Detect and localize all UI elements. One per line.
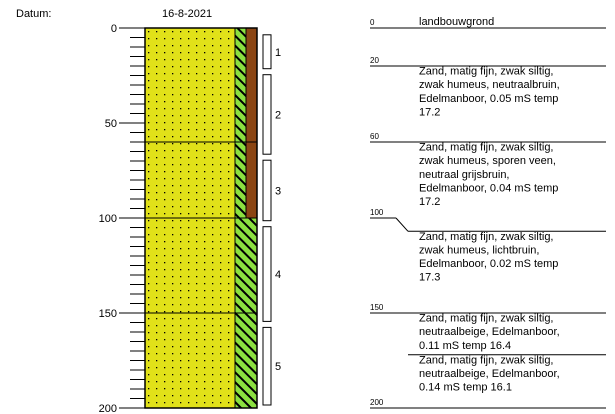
sample-interval	[262, 34, 272, 70]
silt-layer	[235, 28, 246, 142]
depth-tick-label: 0	[111, 23, 117, 35]
sand-layer	[145, 28, 235, 142]
description-line: neutraalbeige, Edelmanboor,	[419, 326, 560, 338]
description-line: Zand, matig fijn, zwak siltig,	[419, 231, 554, 243]
date-value: 16-8-2021	[162, 8, 213, 20]
description-line: Edelmanboor, 0.04 mS temp	[419, 182, 558, 194]
boundary-depth-label: 20	[370, 56, 379, 65]
description-line: Zand, matig fijn, zwak siltig,	[419, 313, 554, 325]
sand-layer	[145, 142, 235, 218]
depth-tick-label: 50	[105, 118, 117, 130]
depth-tick-label: 150	[99, 308, 117, 320]
description-line: Zand, matig fijn, zwak siltig,	[419, 66, 554, 78]
description-line: 17.2	[419, 196, 440, 208]
description-line: 0.14 mS temp 16.1	[419, 382, 512, 394]
description-line: 17.3	[419, 272, 440, 284]
description-line: 0.11 mS temp 16.4	[419, 340, 511, 352]
description-line: zwak humeus, lichtbruin,	[419, 245, 539, 257]
humus-layer	[246, 142, 257, 218]
boundary-depth-label: 0	[370, 18, 375, 27]
sample-label: 1	[275, 47, 281, 59]
sample-label: 4	[275, 269, 281, 281]
silt-layer	[235, 313, 257, 408]
boundary-depth-label: 100	[370, 208, 384, 217]
sample-label: 5	[275, 361, 281, 373]
silt-layer	[235, 218, 257, 313]
boundary-depth-label: 60	[370, 132, 379, 141]
boundary-depth-label: 150	[370, 303, 384, 312]
description-line: Zand, matig fijn, zwak siltig,	[419, 354, 554, 366]
description-line: zwak humeus, sporen veen,	[419, 155, 556, 167]
sample-label: 2	[275, 109, 281, 121]
silt-layer	[235, 142, 246, 218]
description-line: Edelmanboor, 0.02 mS temp	[419, 258, 558, 270]
description-line: landbouwgrond	[419, 16, 494, 28]
sample-interval	[262, 74, 272, 155]
sample-interval	[262, 326, 272, 406]
humus-layer	[246, 28, 257, 142]
datum-label: Datum:	[16, 8, 52, 20]
description-line: 17.2	[419, 106, 440, 118]
boundary-depth-label: 200	[370, 398, 384, 407]
description-line: Zand, matig fijn, zwak siltig,	[419, 142, 554, 154]
sand-layer	[145, 218, 235, 313]
sample-label: 3	[275, 185, 281, 197]
description-line: zwak humeus, neutraalbruin,	[419, 79, 560, 91]
sample-interval	[262, 159, 272, 222]
sand-layer	[145, 313, 235, 408]
description-line: Edelmanboor, 0.05 mS temp	[419, 93, 558, 105]
description-line: neutraalbeige, Edelmanboor,	[419, 368, 560, 380]
sample-interval	[262, 226, 272, 322]
boundary-connector	[395, 217, 409, 232]
description-line: neutraal grijsbruin,	[419, 169, 510, 181]
depth-tick-label: 200	[99, 403, 117, 414]
depth-tick-label: 100	[99, 213, 117, 225]
